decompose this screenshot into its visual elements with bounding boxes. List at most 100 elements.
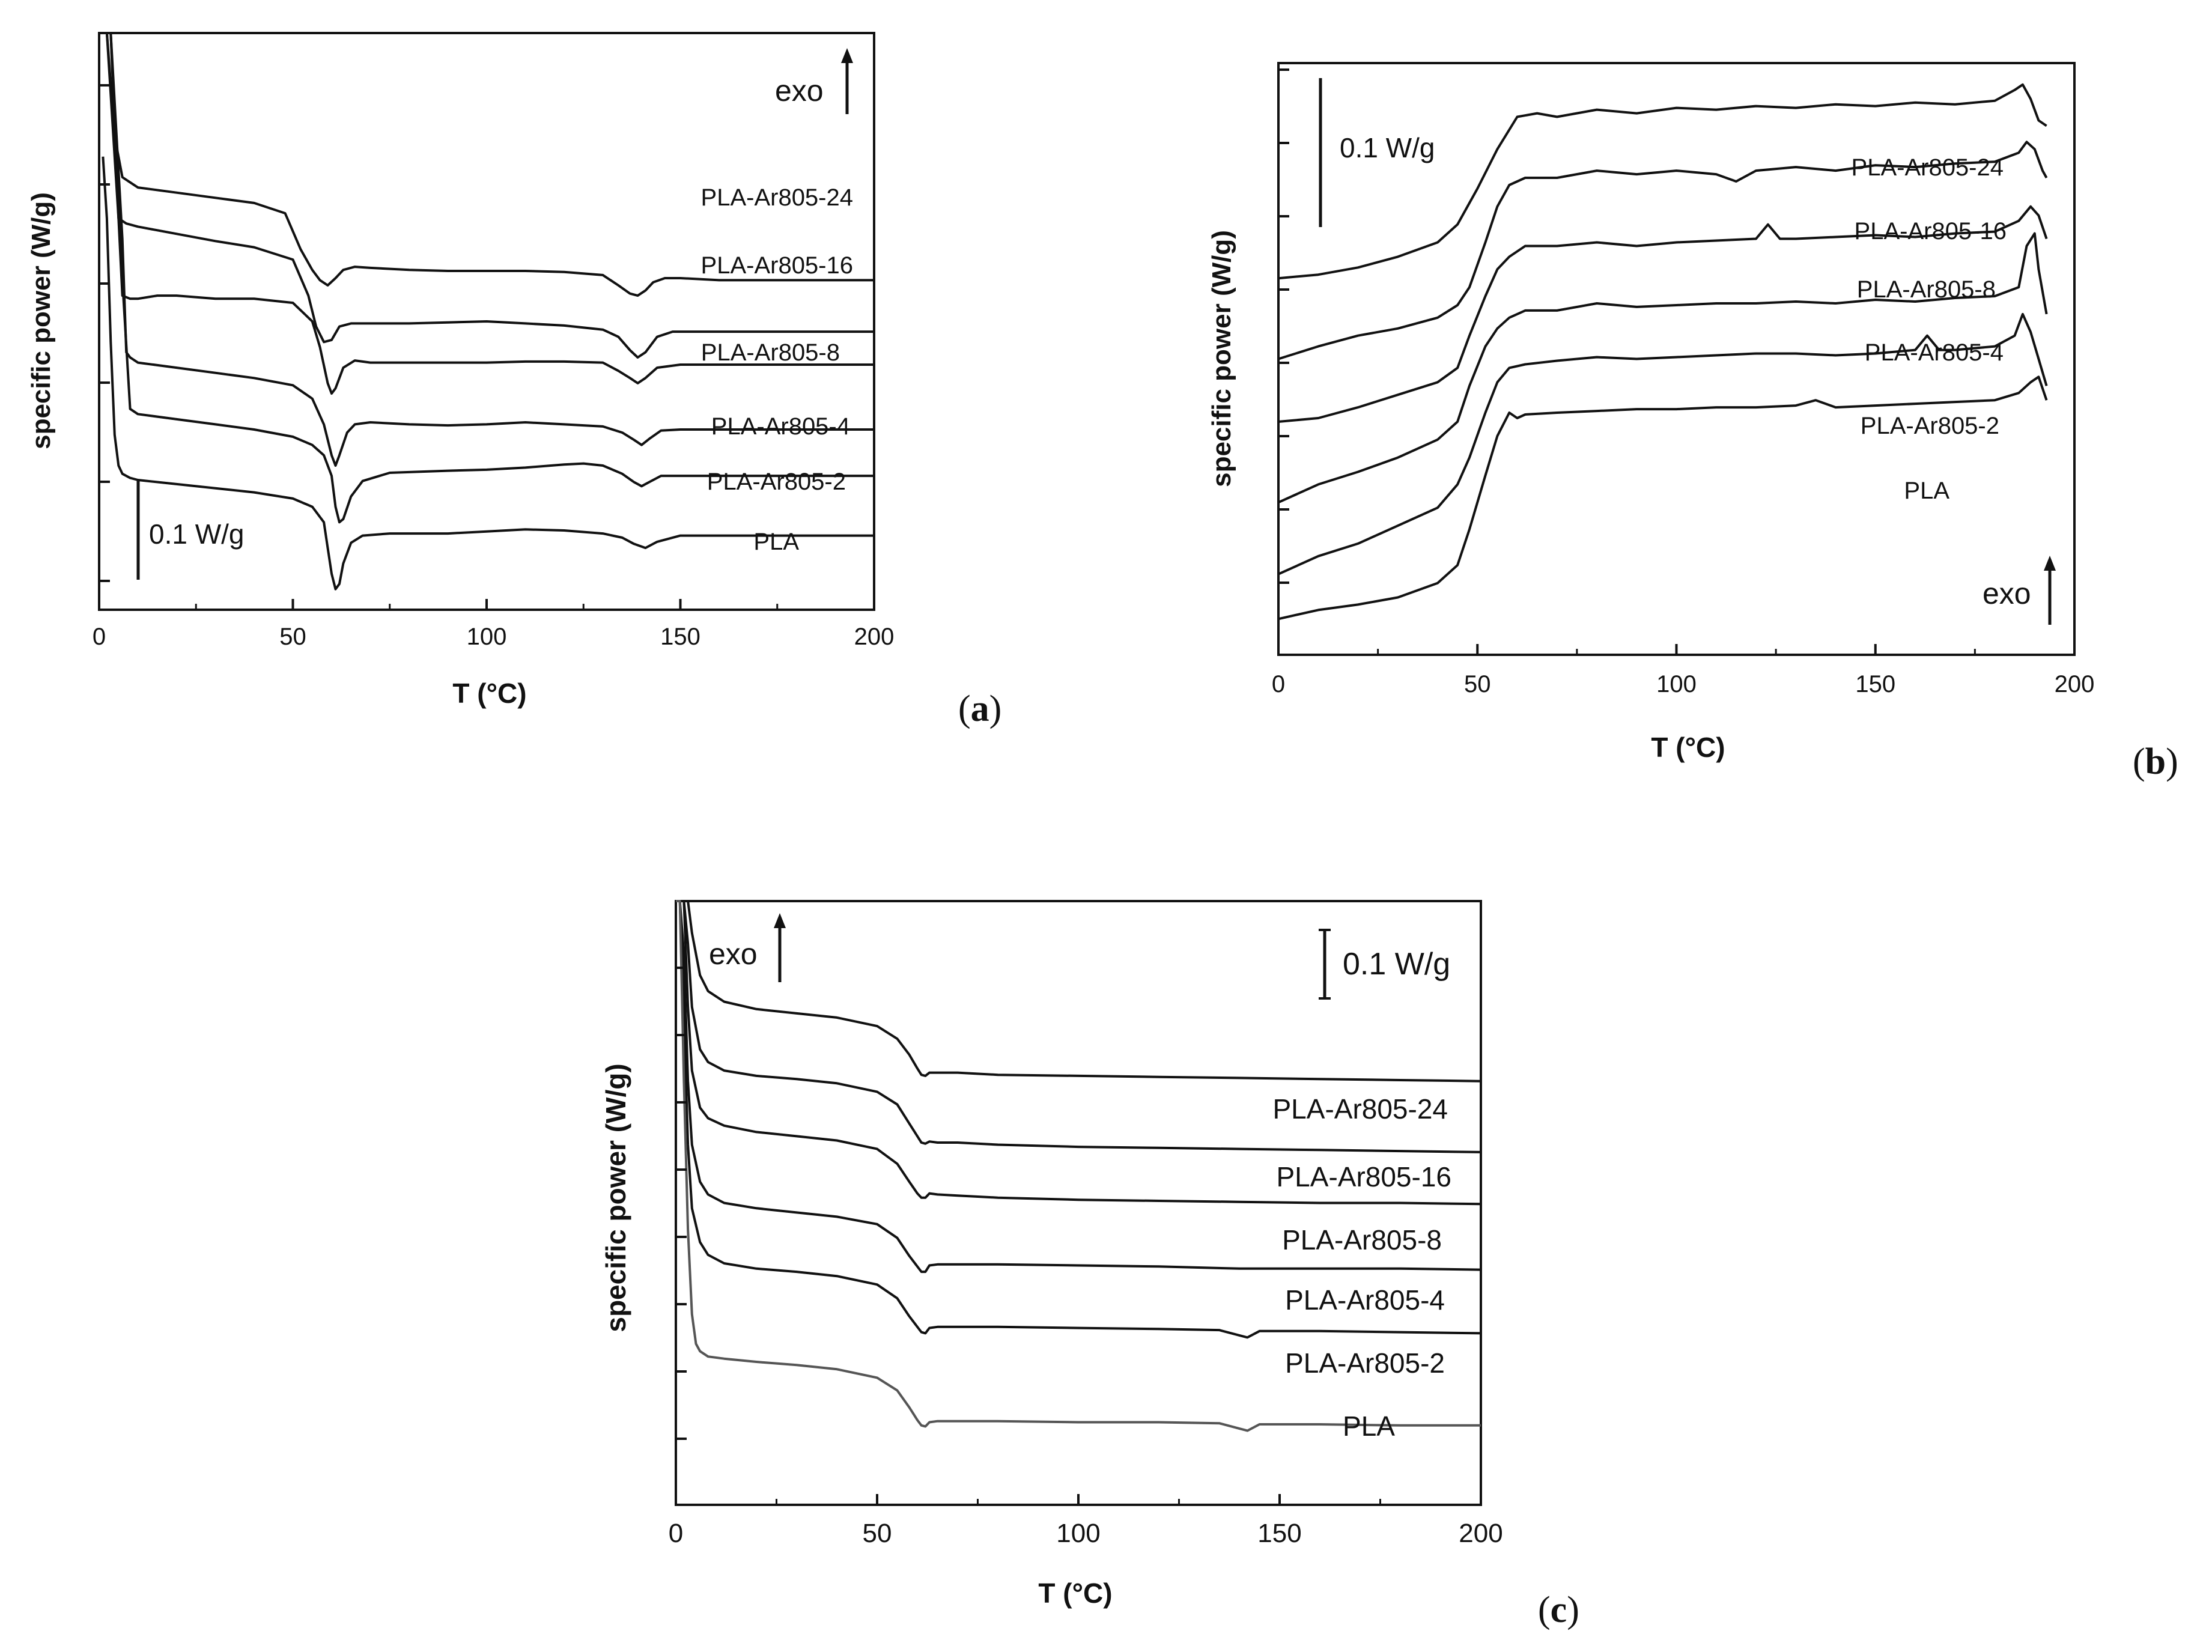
panel-c-x-tick-label: 100 [1056, 1519, 1100, 1548]
panel-a-x-tick-label: 0 [93, 624, 106, 650]
panel-a-x-tick-label: 150 [660, 624, 700, 650]
panel-c-label-pla-ar805-8: PLA-Ar805-8 [1282, 1224, 1442, 1256]
panel-b-y-axis-title: specific power (W/g) [1207, 230, 1236, 487]
panel-a-label: (a) [958, 688, 1001, 729]
panel-b-x-tick-label: 100 [1656, 671, 1697, 697]
panel-c-label-pla-ar805-16: PLA-Ar805-16 [1277, 1161, 1452, 1192]
panel-c-x-tick-label: 0 [669, 1519, 683, 1548]
panel-c-y-axis-title: specific power (W/g) [600, 1063, 631, 1332]
panel-c-x-axis-title: T (°C) [1038, 1578, 1112, 1609]
panel-a-curve-pla-ar805-8 [99, 32, 874, 395]
panel-b-x-axis-title: T (°C) [1651, 732, 1725, 763]
panel-b-label-close: ) [2166, 741, 2178, 782]
panel-b: 0 50 100 150 200 PLA-Ar805-24 PLA-Ar805-16 P… [1207, 62, 2178, 782]
panel-b-x-ticks: 0 50 100 150 200 [1272, 644, 2095, 697]
panel-a-label-pla-ar805-16: PLA-Ar805-16 [701, 252, 853, 279]
panel-c-exo-label: exo [709, 937, 758, 971]
panel-a-label-pla-ar805-8: PLA-Ar805-8 [701, 339, 840, 366]
panel-a-label-pla-ar805-2: PLA-Ar805-2 [707, 469, 846, 495]
panel-a-label-pla: PLA [753, 529, 799, 555]
panel-a-x-axis-title: T (°C) [452, 678, 526, 709]
panel-b-curve-pla [1278, 375, 2048, 621]
panel-a-curves [99, 32, 874, 591]
panel-b-label-open: ( [2133, 741, 2145, 782]
panel-a-scale-bar: 0.1 W/g [136, 481, 245, 580]
panel-c-curve-pla-ar805-4 [676, 900, 1481, 1274]
panel-c-label-pla: PLA [1343, 1411, 1395, 1442]
panel-c-scale-bar-label: 0.1 W/g [1343, 947, 1450, 982]
panel-b-curve-pla-ar805-4 [1278, 232, 2048, 504]
panel-c-label-pla-ar805-24: PLA-Ar805-24 [1273, 1093, 1448, 1125]
panel-c-label-letter: c [1551, 1590, 1567, 1630]
panel-c-label-pla-ar805-2: PLA-Ar805-2 [1285, 1347, 1445, 1379]
panel-a-exo-indicator: exo [775, 48, 853, 114]
panel-b-series-labels: PLA-Ar805-24 PLA-Ar805-16 PLA-Ar805-8 PL… [1852, 154, 2007, 504]
panel-b-curve-pla-ar805-24 [1278, 83, 2047, 280]
panel-a-x-tick-label: 50 [279, 624, 306, 650]
panel-c-label: (c) [1538, 1590, 1579, 1630]
panel-c-x-ticks: 0 50 100 150 200 [669, 1494, 1503, 1548]
panel-a-label-pla-ar805-24: PLA-Ar805-24 [701, 184, 853, 211]
panel-b-label-pla-ar805-24: PLA-Ar805-24 [1852, 154, 2004, 181]
panel-a-label-open: ( [958, 688, 971, 729]
panel-b-x-tick-label: 200 [2055, 671, 2095, 697]
panel-b-label: (b) [2133, 741, 2178, 782]
panel-c-exo-indicator: exo [709, 913, 786, 982]
panel-c-label-close: ) [1567, 1590, 1579, 1630]
panel-b-label-pla-ar805-8: PLA-Ar805-8 [1857, 276, 1996, 303]
panel-a-exo-arrowhead-icon [841, 48, 853, 63]
panel-c-y-ticks [676, 967, 687, 1440]
panel-b-y-ticks [1278, 68, 1289, 584]
panel-a-series-labels: PLA-Ar805-24 PLA-Ar805-16 PLA-Ar805-8 PL… [701, 184, 853, 555]
panel-c-label-open: ( [1538, 1590, 1551, 1630]
panel-a-label-close: ) [989, 688, 1002, 729]
panel-c-curve-pla-ar805-8 [676, 900, 1481, 1206]
panel-c-x-tick-label: 50 [863, 1519, 892, 1548]
panel-a-x-tick-label: 200 [854, 624, 895, 650]
panel-a-label-letter: a [971, 688, 989, 729]
panel-a-y-ticks [99, 84, 110, 582]
panel-b-exo-label: exo [1983, 577, 2031, 610]
panel-a-x-ticks: 0 50 100 150 200 [93, 599, 895, 650]
panel-c-label-pla-ar805-4: PLA-Ar805-4 [1285, 1284, 1445, 1316]
panel-a-curve-pla [102, 156, 874, 591]
panel-b-label-pla-ar805-4: PLA-Ar805-4 [1865, 339, 2004, 366]
panel-b-x-tick-label: 50 [1464, 671, 1491, 697]
panel-b-curve-pla-ar805-2 [1278, 312, 2048, 575]
panel-b-scale-bar-label: 0.1 W/g [1340, 132, 1435, 163]
panel-c-curve-pla-ar805-2 [676, 900, 1481, 1339]
panel-b-curve-pla-ar805-8 [1278, 205, 2048, 423]
panel-c-exo-arrowhead-icon [774, 913, 786, 928]
panel-b-label-pla-ar805-2: PLA-Ar805-2 [1861, 413, 1999, 439]
panel-c-curve-pla [676, 900, 1481, 1432]
panel-b-exo-arrowhead-icon [2044, 556, 2056, 571]
panel-b-x-tick-label: 0 [1272, 671, 1285, 697]
panel-c: 0 50 100 150 200 PLA-Ar805-24 PLA-Ar805-16 P… [600, 900, 1579, 1630]
panel-b-curves [1278, 83, 2048, 621]
panel-a-label-pla-ar805-4: PLA-Ar805-4 [711, 413, 850, 440]
panel-b-scale-bar: 0.1 W/g [1319, 78, 1435, 227]
panel-c-curve-pla-ar805-24 [676, 900, 1481, 1083]
panel-b-label-pla-ar805-16: PLA-Ar805-16 [1855, 218, 2007, 244]
panel-a-curve-pla-ar805-4 [99, 32, 874, 467]
panel-c-x-tick-label: 200 [1459, 1519, 1503, 1548]
panel-b-label-letter: b [2145, 741, 2166, 782]
panel-b-curve-pla-ar805-16 [1278, 141, 2048, 360]
panel-c-x-tick-label: 150 [1257, 1519, 1301, 1548]
panel-a-curve-pla-ar805-16 [99, 32, 874, 359]
panel-b-label-pla: PLA [1904, 478, 1949, 504]
panel-a-x-tick-label: 100 [467, 624, 507, 650]
panel-c-curve-pla-ar805-16 [676, 900, 1481, 1153]
panel-a-curve-pla-ar805-24 [99, 32, 874, 297]
panel-a-curve-pla-ar805-2 [99, 32, 874, 524]
panel-c-series-labels: PLA-Ar805-24 PLA-Ar805-16 PLA-Ar805-8 PL… [1273, 1093, 1452, 1442]
panel-c-scale-bar: 0.1 W/g [1319, 929, 1450, 1000]
panel-a-scale-bar-label: 0.1 W/g [149, 518, 245, 550]
panel-a-y-axis-title: specific power (W/g) [26, 192, 56, 449]
panel-c-curves [676, 900, 1481, 1432]
panel-b-x-tick-label: 150 [1855, 671, 1895, 697]
panel-b-exo-indicator: exo [1983, 556, 2056, 625]
panel-a: 0 50 100 150 200 PLA-Ar805-24 PLA-Ar805-16 P… [26, 32, 1001, 729]
